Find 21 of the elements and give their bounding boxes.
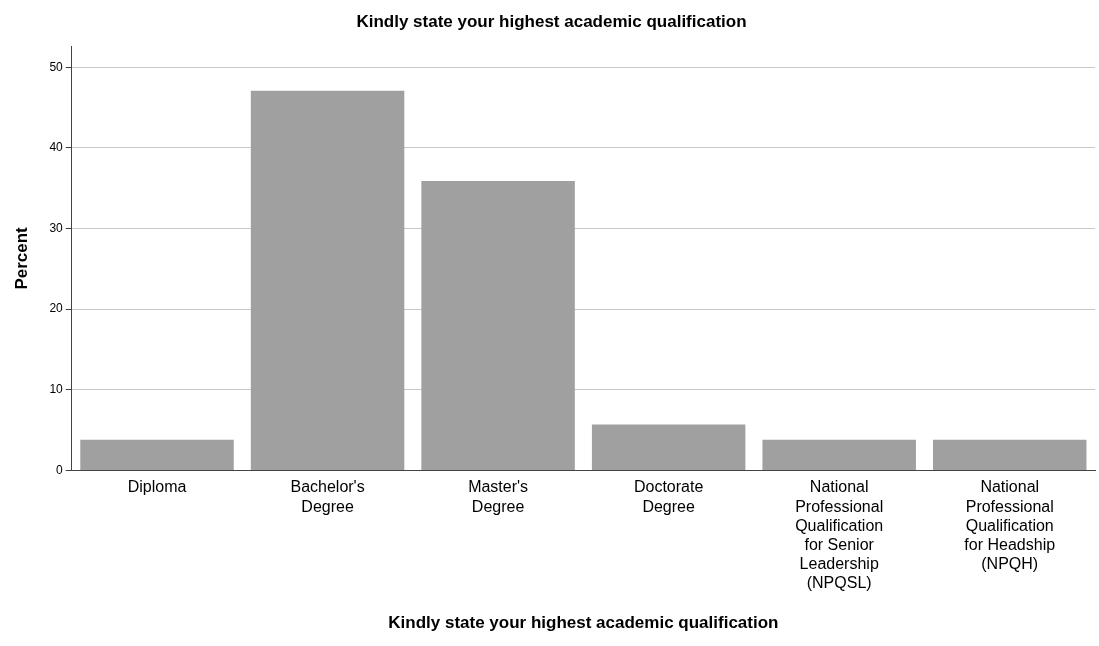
bar <box>932 439 1087 470</box>
bar <box>591 424 746 470</box>
y-tick-label: 40 <box>49 140 64 155</box>
bar <box>762 439 916 470</box>
x-tick-label: Bachelor's Degree <box>290 478 365 515</box>
x-axis-title: Kindly state your highest academic qualification <box>388 613 779 633</box>
bar <box>80 439 234 470</box>
x-tick-label: Master's Degree <box>468 478 529 515</box>
y-tick-label: 50 <box>49 59 64 74</box>
x-tick-label: National Professional Qualification for Senior Leadership (NPQSL) <box>795 478 884 592</box>
y-tick-label: 10 <box>49 382 64 397</box>
x-tick-label: National Professional Qualification for Headship (NPQH) <box>964 478 1056 573</box>
x-tick-label: Doctorate Degree <box>633 478 704 515</box>
y-tick-label: 0 <box>56 462 64 477</box>
chart-title: Kindly state your highest academic qualification <box>356 11 747 31</box>
y-tick-label: 20 <box>49 301 64 316</box>
bar <box>421 181 575 470</box>
x-tick-label: Diploma <box>127 478 187 496</box>
bar <box>250 90 405 470</box>
y-tick-label: 30 <box>49 220 64 235</box>
y-axis-title: Percent <box>11 226 31 290</box>
